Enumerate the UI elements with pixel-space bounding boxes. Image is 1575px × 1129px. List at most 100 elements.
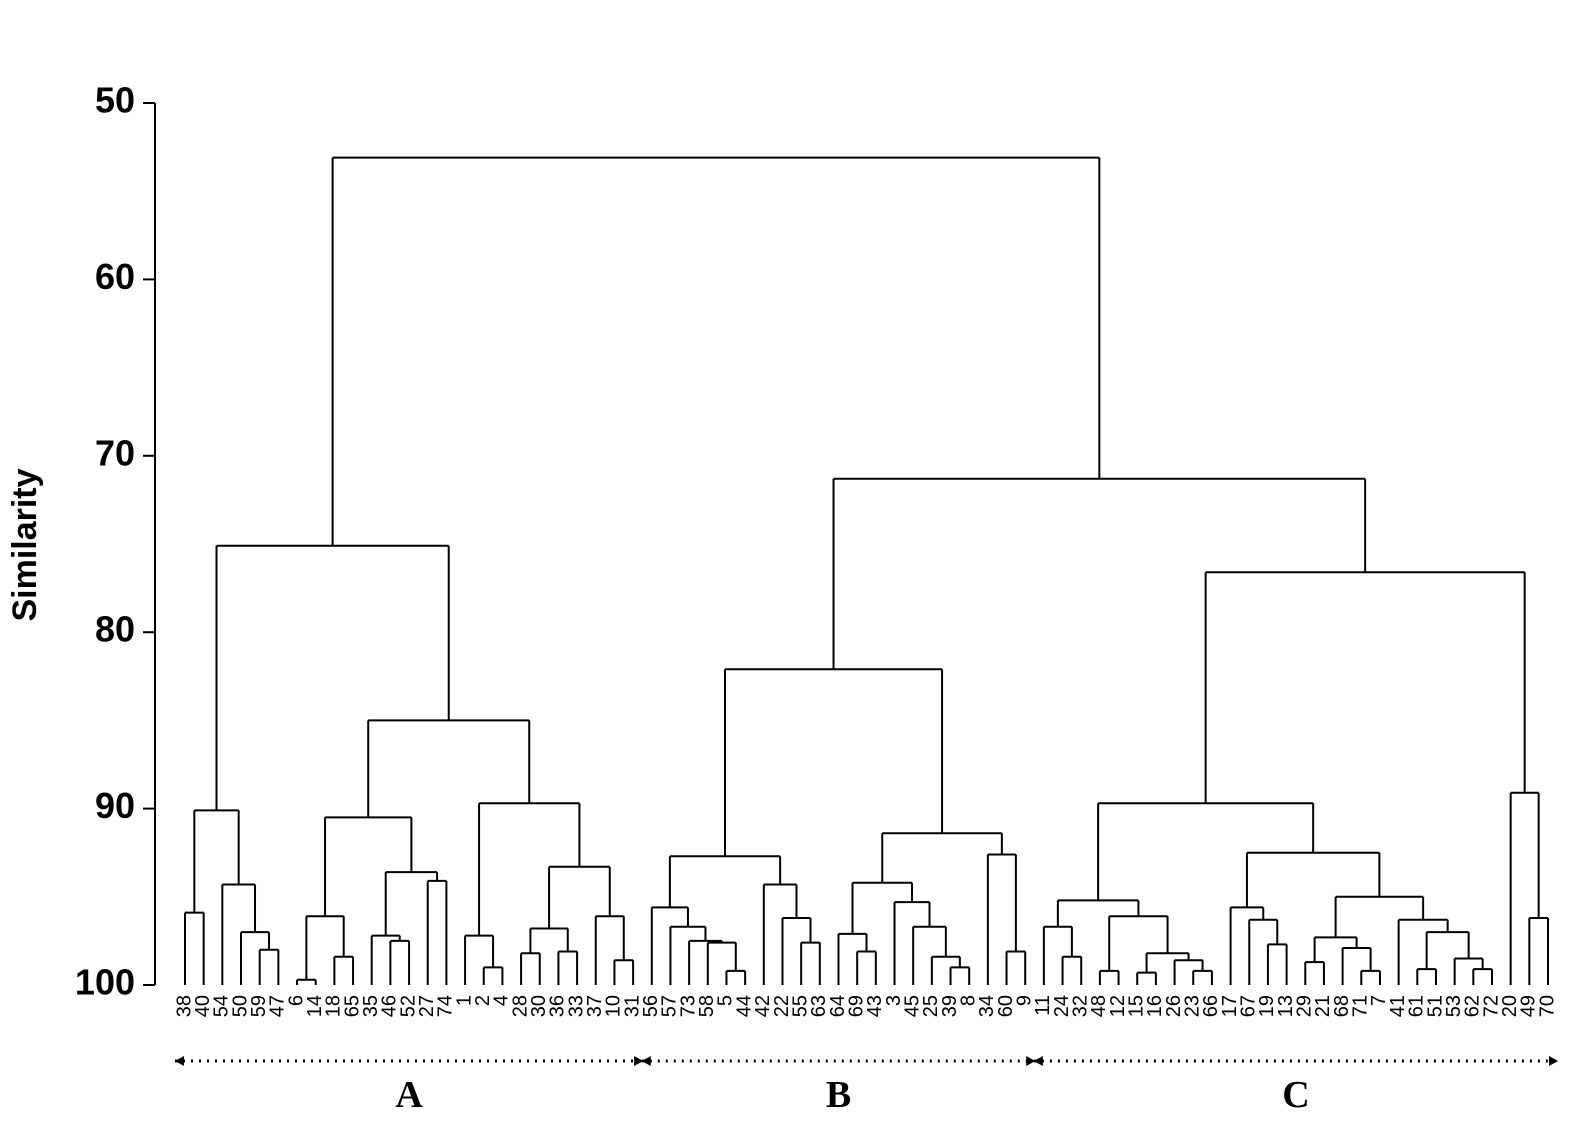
leaf-label: 57 bbox=[659, 995, 681, 1017]
leaf-label: 41 bbox=[1387, 995, 1409, 1017]
dendrogram-link bbox=[1266, 943, 1288, 985]
leaf-label: 9 bbox=[1013, 995, 1035, 1006]
dendrogram-link bbox=[1108, 915, 1169, 971]
dendrogram-link bbox=[1509, 791, 1540, 985]
leaf-label: 30 bbox=[528, 995, 550, 1017]
leaf-label: 42 bbox=[752, 995, 774, 1017]
dendrogram-link bbox=[333, 955, 355, 985]
dendrogram-link bbox=[557, 950, 579, 985]
leaf-label: 10 bbox=[603, 995, 625, 1017]
dendrogram-link bbox=[464, 934, 495, 985]
leaf-label: 24 bbox=[1051, 995, 1073, 1017]
y-tick-label: 70 bbox=[95, 432, 135, 473]
y-tick-label: 60 bbox=[95, 256, 135, 297]
leaf-label: 71 bbox=[1350, 995, 1372, 1017]
dendrogram-link bbox=[331, 156, 1101, 546]
leaf-label: 59 bbox=[248, 995, 270, 1017]
dendrogram-link bbox=[324, 816, 413, 917]
leaf-label: 63 bbox=[808, 995, 830, 1017]
leaf-label: 48 bbox=[1088, 995, 1110, 1017]
dendrogram-link bbox=[1098, 969, 1120, 985]
dendrogram-link bbox=[851, 881, 914, 934]
leaf-label: 47 bbox=[267, 995, 289, 1017]
leaf-label: 74 bbox=[435, 995, 457, 1017]
dendrogram-link bbox=[856, 950, 877, 985]
leaf-label: 14 bbox=[304, 995, 326, 1017]
dendrogram-link bbox=[1304, 961, 1325, 985]
dendrogram-link bbox=[184, 911, 205, 985]
leaf-label: 22 bbox=[771, 995, 793, 1017]
y-tick-label: 90 bbox=[95, 785, 135, 826]
dendrogram-link bbox=[305, 915, 345, 980]
leaf-label: 40 bbox=[192, 995, 214, 1017]
dendrogram-link bbox=[1334, 895, 1425, 938]
dendrogram-link bbox=[881, 832, 1003, 883]
leaf-label: 66 bbox=[1200, 995, 1222, 1017]
leaf-label: 3 bbox=[883, 995, 905, 1006]
leaf-label: 15 bbox=[1126, 995, 1148, 1017]
leaf-label: 65 bbox=[341, 995, 363, 1017]
dendrogram-link bbox=[1061, 955, 1083, 985]
dendrogram-link bbox=[1341, 946, 1372, 985]
dendrogram-link bbox=[594, 915, 625, 985]
leaf-label: 38 bbox=[173, 995, 195, 1017]
leaf-label: 45 bbox=[901, 995, 923, 1017]
leaf-label: 8 bbox=[957, 995, 979, 1006]
leaf-label: 56 bbox=[640, 995, 662, 1017]
leaf-label: 19 bbox=[1256, 995, 1278, 1017]
dendrogram-link bbox=[1173, 959, 1204, 985]
leaf-label: 72 bbox=[1480, 995, 1502, 1017]
leaf-label: 64 bbox=[827, 995, 849, 1017]
leaf-label: 12 bbox=[1107, 995, 1129, 1017]
dendrogram-link bbox=[529, 927, 569, 954]
leaf-label: 7 bbox=[1368, 995, 1390, 1006]
dendrogram-link bbox=[725, 969, 747, 985]
cluster-label: C bbox=[1282, 1074, 1309, 1116]
leaf-label: 73 bbox=[677, 995, 699, 1017]
dendrogram-link bbox=[240, 931, 271, 985]
dendrogram-link bbox=[1453, 957, 1484, 985]
dendrogram-link bbox=[724, 668, 944, 857]
leaf-label: 21 bbox=[1312, 995, 1334, 1017]
leaf-label: 55 bbox=[789, 995, 811, 1017]
leaf-label: 27 bbox=[416, 995, 438, 1017]
dendrogram-link bbox=[930, 955, 961, 985]
dendrogram-link bbox=[832, 477, 1367, 670]
dendrogram-link bbox=[482, 966, 504, 985]
leaf-label: 20 bbox=[1499, 995, 1521, 1017]
dendrogram-link bbox=[1204, 571, 1526, 804]
dendrogram-link bbox=[613, 959, 635, 985]
dendrogram-link bbox=[986, 853, 1017, 985]
dendrogram-link bbox=[949, 966, 971, 985]
dendrogram-link bbox=[1136, 971, 1157, 985]
leaf-label: 29 bbox=[1294, 995, 1316, 1017]
leaf-label: 32 bbox=[1070, 995, 1092, 1017]
leaf-label: 1 bbox=[453, 995, 475, 1006]
leaf-label: 70 bbox=[1536, 995, 1558, 1017]
y-tick-label: 80 bbox=[95, 609, 135, 650]
leaf-label: 44 bbox=[733, 995, 755, 1017]
leaf-label: 16 bbox=[1144, 995, 1166, 1017]
dendrogram-link bbox=[1425, 931, 1470, 970]
y-tick-label: 50 bbox=[95, 80, 135, 121]
leaf-label: 61 bbox=[1406, 995, 1428, 1017]
dendrogram-link bbox=[193, 809, 240, 913]
dendrogram-link bbox=[548, 865, 611, 929]
dendrogram-link bbox=[762, 883, 798, 985]
leaf-label: 17 bbox=[1219, 995, 1241, 1017]
dendrogram-link bbox=[688, 939, 723, 985]
y-axis-label: Similarity bbox=[6, 468, 44, 621]
leaf-label: 50 bbox=[229, 995, 251, 1017]
leaf-label: 58 bbox=[696, 995, 718, 1017]
leaf-label: 13 bbox=[1275, 995, 1297, 1017]
dendrogram-link bbox=[296, 978, 317, 985]
leaf-label: 39 bbox=[939, 995, 961, 1017]
dendrogram-link bbox=[221, 883, 257, 985]
dendrogram-link bbox=[781, 916, 812, 985]
dendrogram-link bbox=[478, 802, 581, 936]
dendrogram-link bbox=[1056, 899, 1140, 927]
leaf-label: 43 bbox=[864, 995, 886, 1017]
dendrogram-link bbox=[1360, 969, 1381, 985]
dendrogram-link bbox=[215, 544, 450, 811]
leaf-label: 31 bbox=[621, 995, 643, 1017]
